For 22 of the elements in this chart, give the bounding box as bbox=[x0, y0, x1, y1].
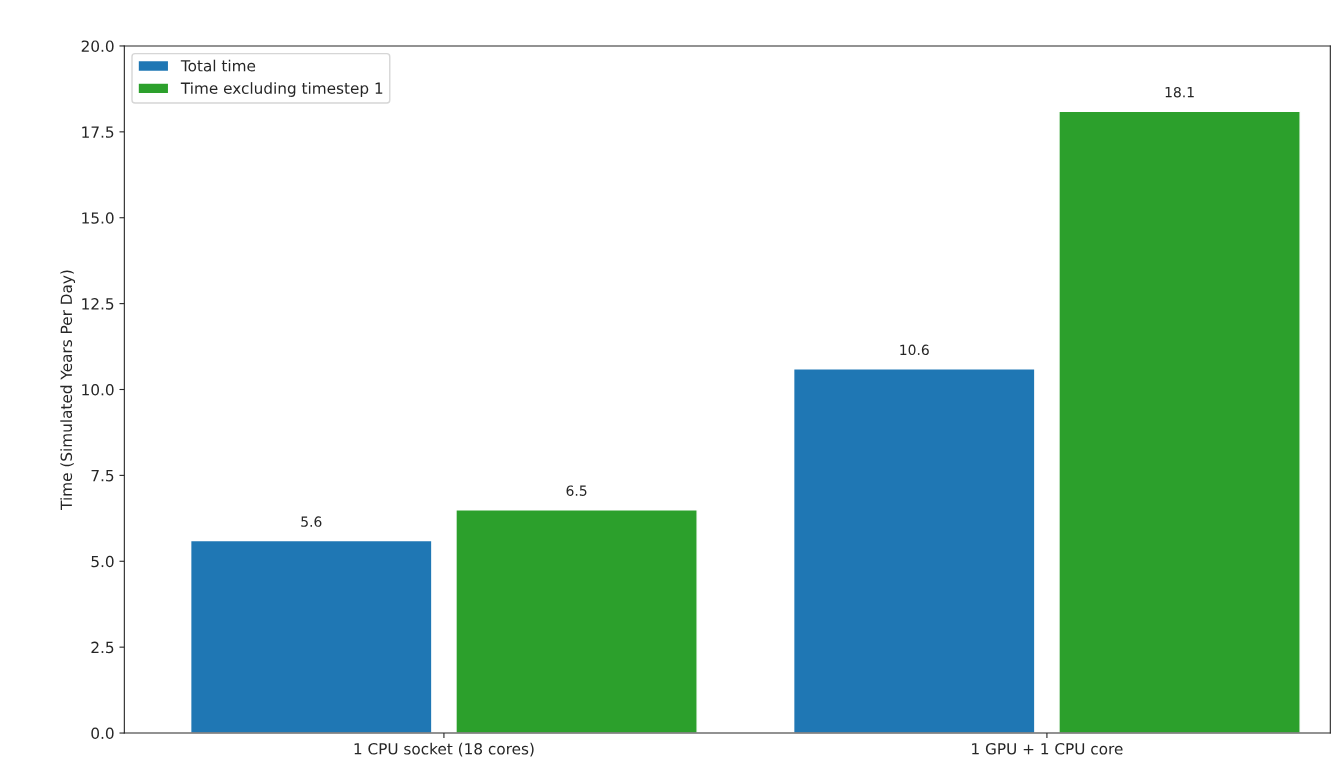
bar bbox=[455, 509, 698, 734]
y-tick-label: 10.0 bbox=[82, 383, 114, 396]
y-tick-label: 17.5 bbox=[82, 126, 114, 138]
bar bbox=[1058, 110, 1301, 734]
bar bbox=[792, 368, 1036, 734]
y-axis-title: Time (Simulated Years Per Day) bbox=[60, 270, 76, 510]
bar bbox=[189, 539, 433, 734]
data-label: 6.5 bbox=[566, 485, 587, 496]
y-tick-label: 7.5 bbox=[91, 470, 114, 482]
y-tick-label: 2.5 bbox=[91, 641, 114, 654]
y-tick-label: 20.0 bbox=[81, 40, 114, 52]
y-tick-label: 15.0 bbox=[82, 212, 114, 224]
legend-label: Time excluding timestep 1 bbox=[180, 82, 383, 97]
y-tick-label: 0.0 bbox=[91, 727, 114, 740]
data-label: 5.6 bbox=[301, 516, 322, 527]
x-tick-label: 1 GPU + 1 CPU core bbox=[972, 743, 1123, 755]
legend-label: Total time bbox=[180, 59, 256, 72]
data-label: 18.1 bbox=[1165, 86, 1194, 98]
y-tick-label: 5.0 bbox=[91, 555, 114, 568]
y-tick-label: 12.5 bbox=[82, 298, 114, 310]
data-label: 10.6 bbox=[900, 344, 929, 356]
x-tick-label: 1 CPU socket (18 cores) bbox=[354, 742, 534, 757]
